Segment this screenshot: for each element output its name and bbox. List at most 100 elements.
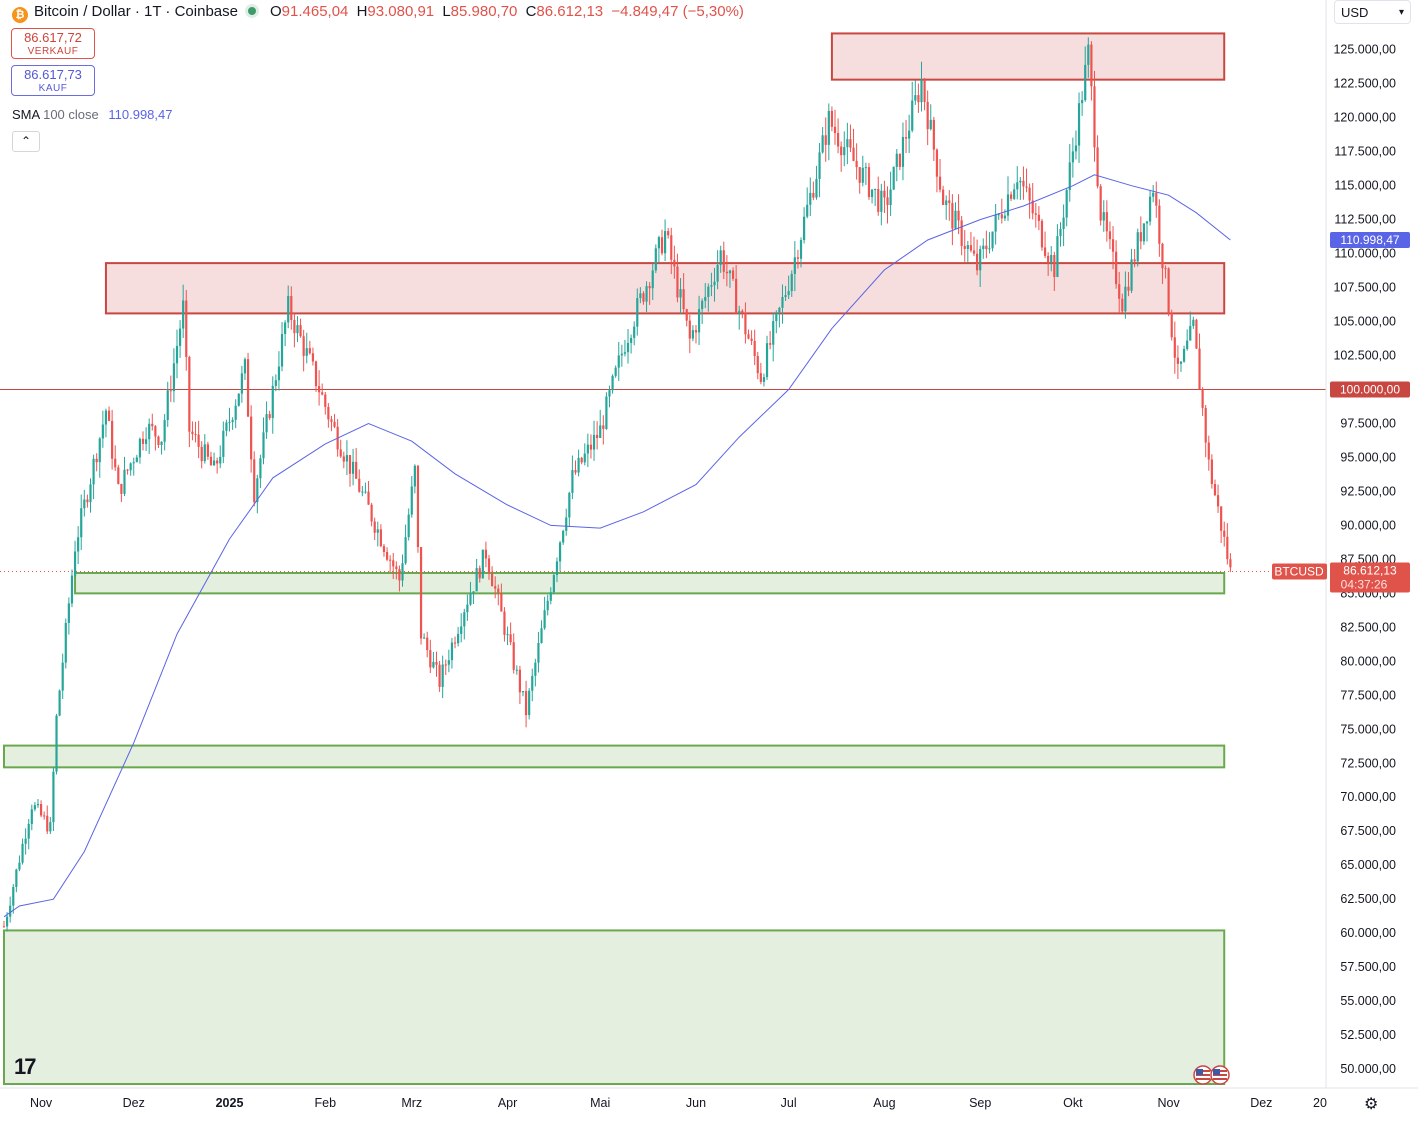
candle-body — [364, 491, 367, 493]
candle-body — [663, 231, 667, 254]
close-value: 86.612,13 — [536, 3, 604, 20]
candle-body — [231, 419, 234, 423]
candle-body — [262, 432, 265, 459]
candle-body — [185, 300, 188, 357]
candle-body — [753, 340, 756, 357]
candle-body — [1099, 186, 1102, 221]
candle-body — [815, 178, 818, 198]
candle-body — [77, 537, 80, 552]
candle-body — [1019, 180, 1022, 183]
candle-body — [416, 465, 420, 548]
currency-select[interactable]: USD ▾ — [1334, 0, 1411, 24]
candle-body — [145, 439, 148, 444]
candle-body — [1000, 214, 1003, 219]
candle-body — [534, 662, 537, 676]
candle-body — [1133, 259, 1136, 262]
candle-body — [123, 469, 126, 494]
candle-body — [945, 200, 948, 205]
candle-body — [722, 250, 725, 272]
candle-body — [1220, 506, 1223, 531]
candle-body — [1179, 361, 1183, 364]
candle-body — [290, 295, 293, 320]
tradingview-logo[interactable]: 17 — [14, 1054, 37, 1079]
candle-body — [543, 610, 546, 629]
candle-body — [475, 568, 478, 592]
candle-body — [271, 385, 274, 419]
candle-body — [265, 414, 268, 433]
candle-body — [284, 322, 287, 334]
gear-icon[interactable]: ⚙ — [1364, 1096, 1379, 1113]
candle-body — [960, 220, 963, 247]
candle-body — [840, 146, 843, 156]
candle-body — [540, 628, 543, 643]
candle-body — [1053, 255, 1056, 278]
support-zone — [3, 929, 1226, 1085]
candle-body — [435, 661, 438, 665]
candle-body — [1006, 194, 1010, 216]
candle-body — [778, 307, 781, 313]
candle-body — [799, 240, 803, 259]
candle-body — [830, 110, 834, 127]
candle-body — [636, 298, 639, 327]
price-tick-label: 57.500,00 — [1340, 960, 1396, 974]
candle-body — [500, 593, 503, 612]
candle-body — [490, 573, 494, 587]
price-tick-label: 70.000,00 — [1340, 790, 1396, 804]
candle-body — [923, 79, 926, 102]
candle-body — [460, 626, 463, 634]
candle-body — [1003, 215, 1007, 219]
time-tick-label: 20 — [1313, 1096, 1327, 1110]
candle-body — [626, 342, 630, 353]
candle-body — [453, 642, 457, 644]
candle-body — [327, 406, 330, 420]
candle-body — [935, 149, 939, 177]
candle-body — [154, 426, 157, 437]
chevron-up-icon: ⌃ — [20, 134, 32, 148]
time-tick-label: Apr — [498, 1096, 517, 1110]
candle-body — [1102, 212, 1105, 221]
candle-body — [1201, 389, 1204, 408]
candle-body — [979, 249, 982, 271]
sell-label: VERKAUF — [27, 46, 79, 57]
candle-body — [994, 214, 997, 232]
change-value: −4.849,47 (−5,30%) — [611, 3, 744, 20]
candle-body — [209, 456, 213, 466]
us-flag-icon — [1193, 1065, 1213, 1085]
market-status-icon[interactable] — [247, 7, 256, 15]
price-tick-label: 112.500,00 — [1334, 213, 1396, 227]
sell-button[interactable]: 86.617,72 VERKAUF — [11, 28, 95, 59]
candle-body — [1226, 536, 1229, 560]
price-tick-label: 67.500,00 — [1340, 824, 1396, 838]
price-tick-label: 110.000,00 — [1334, 247, 1396, 261]
event-flags[interactable] — [1193, 1065, 1233, 1085]
sma-legend[interactable]: SMA 100 close 110.998,47 — [12, 107, 172, 122]
candle-body — [240, 373, 243, 394]
candle-body — [126, 469, 129, 471]
candle-body — [762, 377, 766, 382]
candle-body — [704, 296, 707, 301]
candle-body — [948, 200, 951, 204]
candle-countdown-label: 04:37:26 — [1341, 577, 1388, 591]
candle-body — [166, 390, 169, 421]
candle-body — [716, 264, 719, 282]
candle-body — [1124, 286, 1127, 312]
candle-body — [429, 650, 432, 668]
candle-body — [515, 669, 518, 671]
price-tick-label: 102.500,00 — [1333, 349, 1396, 363]
collapse-legend-button[interactable]: ⌃ — [12, 131, 40, 152]
candle-body — [772, 321, 775, 345]
time-tick-label: Jul — [781, 1096, 797, 1110]
sma-100-line — [3, 174, 1231, 918]
time-tick-label: 2025 — [216, 1096, 244, 1110]
price-tick-label: 125.000,00 — [1333, 43, 1396, 57]
resistance-zone — [830, 32, 1226, 81]
candle-body — [577, 457, 580, 473]
candle-body — [441, 664, 444, 687]
candle-body — [1186, 340, 1189, 349]
support-zone — [3, 744, 1226, 769]
support-zone — [74, 571, 1226, 595]
candle-body — [120, 483, 123, 494]
candle-body — [574, 470, 577, 473]
buy-button[interactable]: 86.617,73 KAUF — [11, 65, 95, 96]
